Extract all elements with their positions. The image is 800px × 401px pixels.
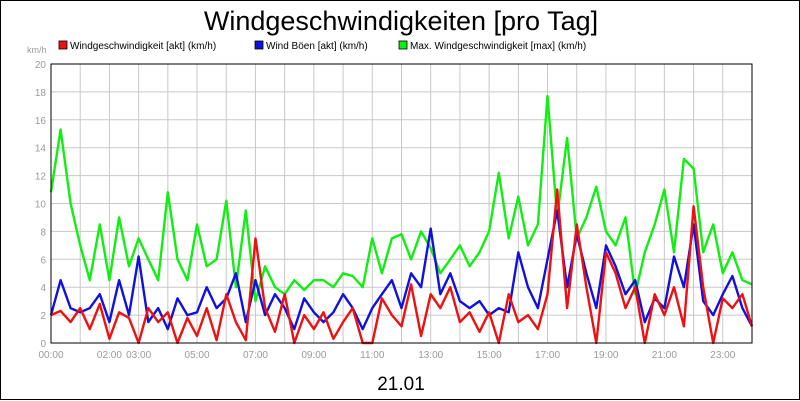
x-tick-label: 15:00: [477, 350, 502, 361]
series-layer: [49, 94, 754, 345]
x-tick-label: 17:00: [535, 350, 560, 361]
x-axis-date-label: 21.01: [377, 374, 425, 395]
y-tick-label: 8: [40, 227, 46, 238]
y-tick-label: 12: [35, 172, 47, 183]
y-tick-label: 18: [35, 88, 47, 99]
y-tick-label: 10: [35, 200, 47, 211]
y-tick-label: 6: [40, 255, 46, 266]
x-tick-label: 23:00: [710, 350, 735, 361]
x-tick-label: 00:00: [38, 350, 63, 361]
y-tick-label: 4: [40, 283, 46, 294]
y-tick-label: 14: [35, 144, 47, 155]
x-tick-label: 09:00: [301, 350, 326, 361]
y-tick-label: 2: [40, 311, 46, 322]
y-axis-unit: km/h: [27, 45, 47, 55]
legend-entry: Windgeschwindigkeit [akt] (km/h): [70, 41, 216, 52]
series-line-gusts: [49, 209, 754, 331]
x-tick-label: 19:00: [593, 350, 618, 361]
legend-swatch: [254, 40, 264, 50]
legend-entry: Max. Windgeschwindigkeit [max] (km/h): [410, 41, 586, 52]
x-axis-ticks: 00:00 02:00 03:00 05:00 07:00 09:00 11:00 13:00…: [38, 350, 735, 361]
legend: Windgeschwindigkeit [akt] (km/h) Wind Böe…: [58, 40, 586, 52]
x-tick-label: 02:00: [97, 350, 122, 361]
y-tick-label: 0: [40, 339, 46, 350]
x-tick-label: 11:00: [360, 350, 385, 361]
series-line-current: [50, 188, 754, 345]
grid: [51, 63, 752, 344]
y-axis-ticks: 0 2 4 6 8 10 12 14 16 18 20: [35, 60, 47, 350]
legend-entry: Wind Böen [akt] (km/h): [266, 41, 368, 52]
legend-swatch: [398, 40, 408, 50]
x-tick-label: 07:00: [243, 350, 268, 361]
y-tick-label: 20: [35, 60, 47, 71]
x-tick-label: 03:00: [126, 350, 151, 361]
plot-border: [50, 63, 753, 344]
x-tick-label: 13:00: [418, 350, 443, 361]
chart-title: Windgeschwindigkeiten [pro Tag]: [204, 6, 598, 36]
x-tick-label: 21:00: [652, 350, 677, 361]
x-tick-label: 05:00: [185, 350, 210, 361]
legend-swatch: [58, 40, 68, 50]
y-tick-label: 16: [35, 116, 47, 127]
